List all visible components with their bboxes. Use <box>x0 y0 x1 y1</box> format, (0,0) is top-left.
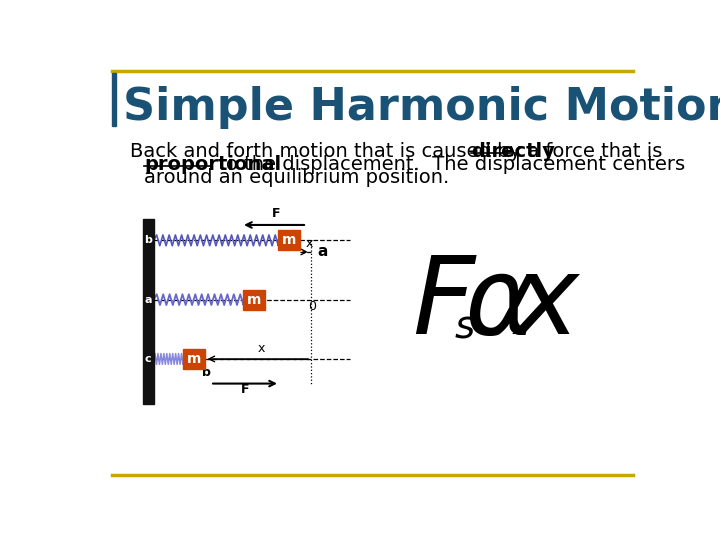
Text: 0: 0 <box>308 300 316 313</box>
Text: b: b <box>144 235 152 245</box>
Text: b: b <box>202 366 211 379</box>
Text: F: F <box>271 207 280 220</box>
Bar <box>183 349 204 369</box>
Text: x: x <box>258 342 265 355</box>
Bar <box>243 289 265 309</box>
Text: to the displacement.  The displacement centers: to the displacement. The displacement ce… <box>212 155 685 174</box>
Text: $\mathit{x}$: $\mathit{x}$ <box>513 251 582 356</box>
Bar <box>143 219 153 403</box>
Text: a: a <box>317 245 328 259</box>
Bar <box>279 231 300 251</box>
Text: $\alpha$: $\alpha$ <box>464 251 536 356</box>
Text: $\mathit{F}$: $\mathit{F}$ <box>412 251 477 356</box>
Bar <box>112 72 116 126</box>
Text: a: a <box>145 295 152 305</box>
Text: Simple Harmonic Motion: Simple Harmonic Motion <box>122 86 720 129</box>
Text: x: x <box>305 237 312 249</box>
Text: c: c <box>145 354 151 364</box>
Text: proportional: proportional <box>144 155 282 174</box>
Text: m: m <box>282 233 297 247</box>
Text: directly: directly <box>472 142 555 161</box>
Text: around an equilibrium position.: around an equilibrium position. <box>144 168 449 187</box>
Text: $\mathit{s}$: $\mathit{s}$ <box>454 308 476 346</box>
Text: F: F <box>240 383 249 396</box>
Text: m: m <box>247 293 261 307</box>
Text: m: m <box>186 352 201 366</box>
Text: Back and forth motion that is caused by a force that is: Back and forth motion that is caused by … <box>130 142 669 161</box>
